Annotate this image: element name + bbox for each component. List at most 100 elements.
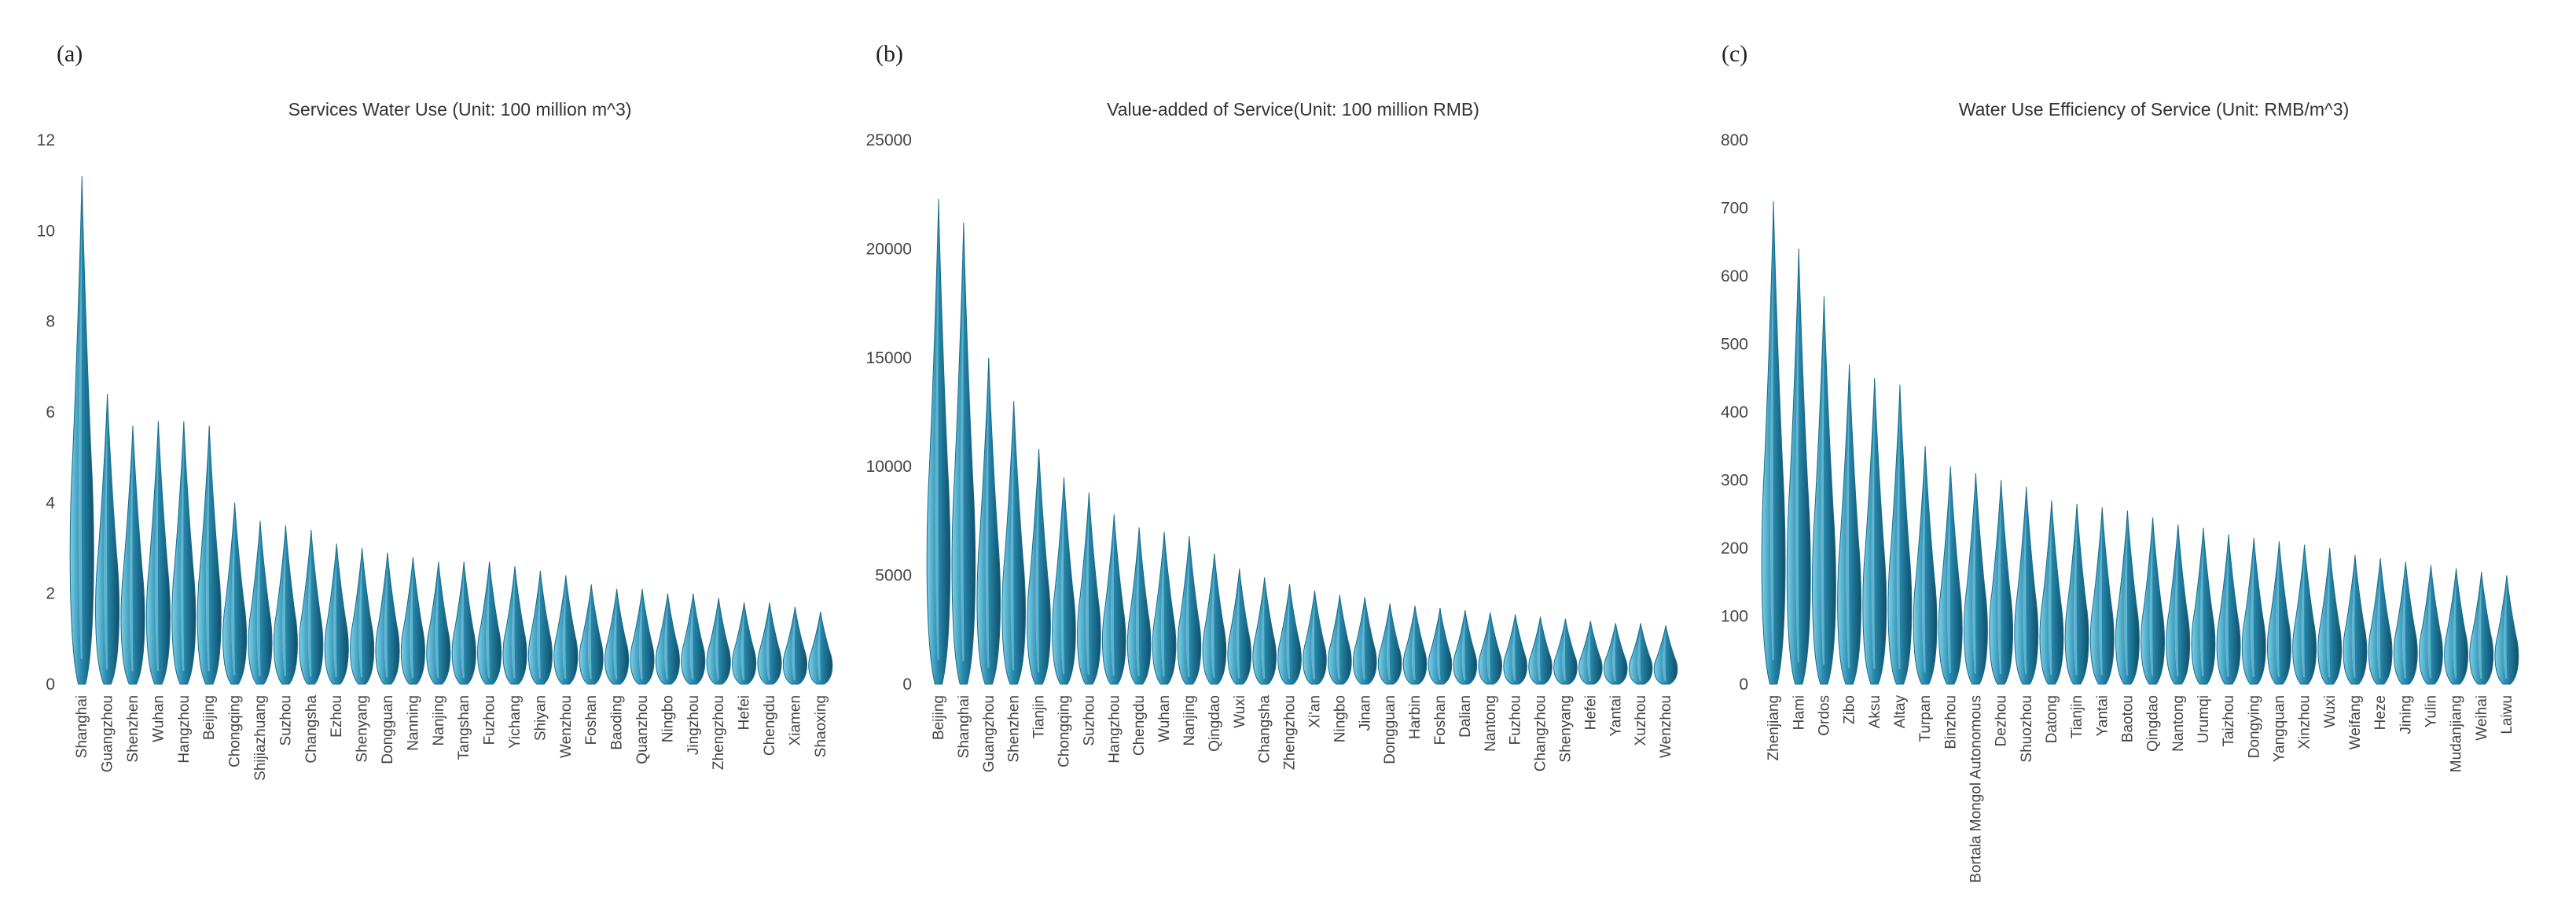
spike-highlight bbox=[460, 568, 465, 679]
spike-highlight bbox=[1286, 589, 1291, 679]
x-tick-label: Shenyang bbox=[1557, 695, 1574, 763]
x-tick-label: Changsha bbox=[1257, 695, 1273, 764]
y-tick-label: 5000 bbox=[875, 567, 912, 585]
data-spike bbox=[273, 525, 298, 685]
data-spike bbox=[630, 588, 655, 685]
spike-highlight bbox=[1461, 613, 1466, 681]
x-tick-label: Turpan bbox=[1917, 695, 1934, 742]
data-spike bbox=[757, 602, 782, 685]
y-tick-label: 8 bbox=[46, 313, 55, 331]
x-tick-label: Chongqing bbox=[1056, 695, 1072, 768]
spike-highlight bbox=[2023, 496, 2027, 675]
spike-highlight bbox=[1997, 490, 2002, 675]
x-tick-label: Tianjin bbox=[1031, 695, 1048, 738]
data-spike bbox=[324, 543, 349, 685]
data-spike bbox=[145, 421, 171, 685]
data-spike bbox=[2141, 517, 2165, 685]
x-tick-label: Fuzhou bbox=[1508, 695, 1524, 745]
panel-label: (c) bbox=[1722, 41, 1748, 67]
panel-label: (a) bbox=[57, 41, 83, 67]
spike-highlight bbox=[1236, 574, 1240, 679]
spike-highlight bbox=[638, 593, 643, 679]
spike-highlight bbox=[1336, 599, 1340, 680]
y-tick-label: 12 bbox=[37, 131, 55, 149]
x-tick-label: Aksu bbox=[1867, 695, 1883, 728]
x-tick-label: Laiwu bbox=[2499, 695, 2515, 734]
data-spike bbox=[171, 421, 197, 685]
data-spike bbox=[1277, 583, 1302, 685]
data-spike bbox=[2292, 544, 2317, 685]
data-spike bbox=[451, 561, 476, 685]
x-tick-label: Weihai bbox=[2474, 695, 2490, 741]
data-spike bbox=[1528, 617, 1553, 685]
spike-highlight bbox=[1060, 488, 1065, 674]
y-tick-label: 0 bbox=[46, 676, 55, 694]
data-spike bbox=[1812, 296, 1836, 685]
spike-highlight bbox=[1311, 595, 1316, 680]
x-tick-label: Dongguan bbox=[380, 695, 396, 764]
spike-highlight bbox=[1486, 616, 1491, 681]
data-spike bbox=[2039, 500, 2064, 685]
chart-area: 0 2 4 6 8 10 12 Shanghai Guangzhou Shenzhen Wuhan H… bbox=[37, 131, 833, 781]
spike-highlight bbox=[537, 576, 542, 679]
data-spike bbox=[426, 561, 451, 685]
spike-highlight bbox=[2098, 516, 2103, 676]
spike-highlight bbox=[2225, 542, 2229, 677]
spike-highlight bbox=[960, 245, 965, 661]
x-tick-label: Yichang bbox=[507, 695, 524, 749]
spike-highlight bbox=[1896, 399, 1901, 669]
data-spike bbox=[2267, 541, 2291, 685]
spike-highlight bbox=[1662, 628, 1666, 682]
spike-highlight bbox=[1361, 601, 1365, 680]
spike-highlight bbox=[78, 201, 83, 659]
data-spike bbox=[1837, 364, 1861, 685]
data-spike bbox=[248, 521, 273, 685]
chart-area: 0 100 200 300 400 500 600 700 800 Zhenjiang Hami Or… bbox=[1721, 131, 2519, 883]
spike-highlight bbox=[410, 563, 414, 678]
spike-highlight bbox=[1637, 626, 1641, 682]
spike-highlight bbox=[205, 438, 210, 672]
x-tick-label: Hefei bbox=[1582, 695, 1599, 730]
data-spike bbox=[120, 425, 145, 685]
data-spike bbox=[1252, 577, 1277, 685]
data-spike bbox=[400, 557, 425, 685]
x-tick-label: Harbin bbox=[1407, 695, 1424, 739]
spike-highlight bbox=[664, 598, 669, 680]
spike-highlight bbox=[817, 615, 821, 681]
data-spike bbox=[1964, 473, 1988, 685]
spike-highlight bbox=[1185, 543, 1190, 677]
data-spike bbox=[579, 584, 604, 685]
spike-highlight bbox=[1587, 624, 1591, 681]
data-spike bbox=[1887, 385, 1913, 685]
data-spike bbox=[1202, 553, 1227, 685]
x-tick-label: Heze bbox=[2372, 695, 2389, 730]
x-tick-label: Mudanjiang bbox=[2449, 695, 2465, 772]
x-tick-label: Beijing bbox=[201, 695, 218, 740]
data-spike bbox=[2089, 507, 2115, 685]
data-spike bbox=[2469, 572, 2494, 685]
spike-highlight bbox=[1537, 620, 1542, 681]
x-tick-label: Xi'an bbox=[1306, 695, 1323, 728]
y-tick-label: 700 bbox=[1721, 200, 1748, 218]
spike-highlight bbox=[104, 408, 108, 670]
x-tick-label: Shenzhen bbox=[1006, 695, 1023, 763]
x-tick-label: Quanzhou bbox=[634, 695, 651, 764]
data-spike bbox=[95, 393, 120, 685]
x-tick-label: Nantong bbox=[1483, 695, 1499, 752]
data-spike bbox=[1052, 477, 1076, 685]
spike-highlight bbox=[1821, 315, 1825, 665]
spike-highlight bbox=[1946, 477, 1951, 674]
spike-highlight bbox=[333, 550, 337, 678]
data-spike bbox=[1126, 527, 1152, 685]
spike-highlight bbox=[1261, 583, 1266, 679]
spike-highlight bbox=[2326, 554, 2331, 678]
y-tick-label: 400 bbox=[1721, 403, 1748, 422]
spike-highlight bbox=[1921, 458, 1926, 672]
x-tick-label: Dongying bbox=[2246, 695, 2262, 758]
spike-highlight bbox=[180, 434, 185, 672]
x-tick-label: Jingzhou bbox=[685, 695, 702, 755]
x-tick-label: Shijiazhuang bbox=[252, 695, 269, 781]
chart-title: Services Water Use (Unit: 100 million m^… bbox=[288, 99, 632, 120]
data-spike bbox=[1862, 377, 1887, 685]
x-tick-label: Hefei bbox=[737, 695, 753, 730]
